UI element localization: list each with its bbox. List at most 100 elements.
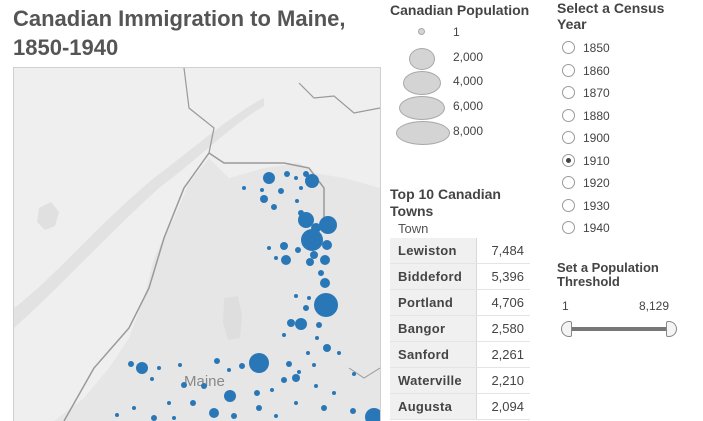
town-marker[interactable] <box>318 270 324 276</box>
census-year-option[interactable]: 1880 <box>562 108 642 126</box>
town-marker[interactable] <box>295 318 307 330</box>
census-year-option[interactable]: 1940 <box>562 220 642 238</box>
town-marker[interactable] <box>316 322 322 328</box>
radio-button[interactable] <box>562 86 575 99</box>
town-markers[interactable] <box>115 171 380 421</box>
town-marker[interactable] <box>307 296 311 300</box>
town-marker[interactable] <box>321 405 327 411</box>
town-marker[interactable] <box>167 401 171 405</box>
town-marker[interactable] <box>201 383 207 389</box>
town-marker[interactable] <box>298 212 314 228</box>
town-marker[interactable] <box>267 246 271 250</box>
town-marker[interactable] <box>294 401 298 405</box>
town-marker[interactable] <box>281 377 287 383</box>
town-marker[interactable] <box>231 413 237 419</box>
town-marker[interactable] <box>178 363 182 367</box>
town-marker[interactable] <box>314 293 338 317</box>
town-marker[interactable] <box>256 405 262 411</box>
town-marker[interactable] <box>284 171 290 177</box>
town-marker[interactable] <box>306 351 310 355</box>
maine-map[interactable]: Maine <box>14 68 380 421</box>
town-marker[interactable] <box>294 176 298 180</box>
town-marker[interactable] <box>242 186 246 190</box>
table-row[interactable]: Bangor 2,580 <box>390 316 530 342</box>
town-marker[interactable] <box>352 372 356 376</box>
town-marker[interactable] <box>172 416 176 420</box>
radio-button[interactable] <box>562 131 575 144</box>
town-marker[interactable] <box>365 408 380 421</box>
table-row[interactable]: Biddeford 5,396 <box>390 264 530 290</box>
town-marker[interactable] <box>282 333 286 337</box>
town-marker[interactable] <box>274 256 278 260</box>
census-year-option[interactable]: 1860 <box>562 63 642 81</box>
town-marker[interactable] <box>301 229 323 251</box>
town-marker[interactable] <box>214 358 220 364</box>
town-marker[interactable] <box>224 390 236 402</box>
town-marker[interactable] <box>312 363 316 367</box>
town-marker[interactable] <box>303 171 309 177</box>
radio-button[interactable] <box>562 41 575 54</box>
town-marker[interactable] <box>260 195 268 203</box>
census-year-option[interactable]: 1910 <box>562 153 642 171</box>
town-marker[interactable] <box>350 408 356 414</box>
map-view[interactable]: Maine <box>13 67 381 421</box>
census-year-option[interactable]: 1930 <box>562 198 642 216</box>
town-marker[interactable] <box>249 353 269 373</box>
town-marker[interactable] <box>271 204 277 210</box>
town-marker[interactable] <box>320 255 330 265</box>
table-row[interactable]: Sanford 2,261 <box>390 342 530 368</box>
table-row[interactable]: Augusta 2,094 <box>390 394 530 420</box>
town-marker[interactable] <box>305 174 319 188</box>
town-marker[interactable] <box>315 336 319 340</box>
town-marker[interactable] <box>151 415 157 421</box>
radio-button[interactable] <box>562 198 575 212</box>
table-row[interactable]: Lewiston 7,484 <box>390 238 530 264</box>
town-marker[interactable] <box>227 368 231 372</box>
radio-button[interactable] <box>562 176 575 189</box>
town-marker[interactable] <box>274 414 278 418</box>
town-marker[interactable] <box>295 247 301 253</box>
census-year-option[interactable]: 1900 <box>562 130 642 148</box>
town-marker[interactable] <box>314 384 318 388</box>
town-marker[interactable] <box>322 240 332 250</box>
census-year-option[interactable]: 1920 <box>562 175 642 193</box>
town-marker[interactable] <box>209 408 219 418</box>
town-marker[interactable] <box>190 400 196 406</box>
town-marker[interactable] <box>295 199 299 203</box>
town-marker[interactable] <box>181 382 187 388</box>
table-row[interactable]: Waterville 2,210 <box>390 368 530 394</box>
town-marker[interactable] <box>294 294 298 298</box>
town-marker[interactable] <box>132 406 136 410</box>
town-marker[interactable] <box>281 255 291 265</box>
town-marker[interactable] <box>150 377 154 381</box>
town-marker[interactable] <box>260 188 264 192</box>
town-marker[interactable] <box>239 363 245 369</box>
town-marker[interactable] <box>319 216 337 234</box>
town-marker[interactable] <box>270 388 274 392</box>
radio-button[interactable] <box>562 153 575 167</box>
town-marker[interactable] <box>280 242 288 250</box>
town-marker[interactable] <box>332 391 336 395</box>
census-year-option[interactable]: 1870 <box>562 85 642 103</box>
radio-button[interactable] <box>562 63 575 77</box>
town-marker[interactable] <box>128 361 134 367</box>
town-marker[interactable] <box>299 186 303 190</box>
census-year-option[interactable]: 1850 <box>562 40 642 58</box>
town-marker[interactable] <box>297 370 301 374</box>
town-marker[interactable] <box>320 278 330 288</box>
town-marker[interactable] <box>337 351 341 355</box>
threshold-slider-max-handle[interactable] <box>666 321 677 337</box>
town-marker[interactable] <box>292 374 300 382</box>
town-marker[interactable] <box>310 251 318 259</box>
radio-button[interactable] <box>562 221 575 234</box>
town-marker[interactable] <box>287 319 295 327</box>
town-marker[interactable] <box>278 188 284 194</box>
town-marker[interactable] <box>254 390 260 396</box>
town-marker[interactable] <box>263 172 275 184</box>
town-marker[interactable] <box>323 344 331 352</box>
town-marker[interactable] <box>157 366 161 370</box>
radio-button[interactable] <box>562 108 575 122</box>
town-marker[interactable] <box>115 413 119 417</box>
table-row[interactable]: Portland 4,706 <box>390 290 530 316</box>
town-marker[interactable] <box>136 362 148 374</box>
